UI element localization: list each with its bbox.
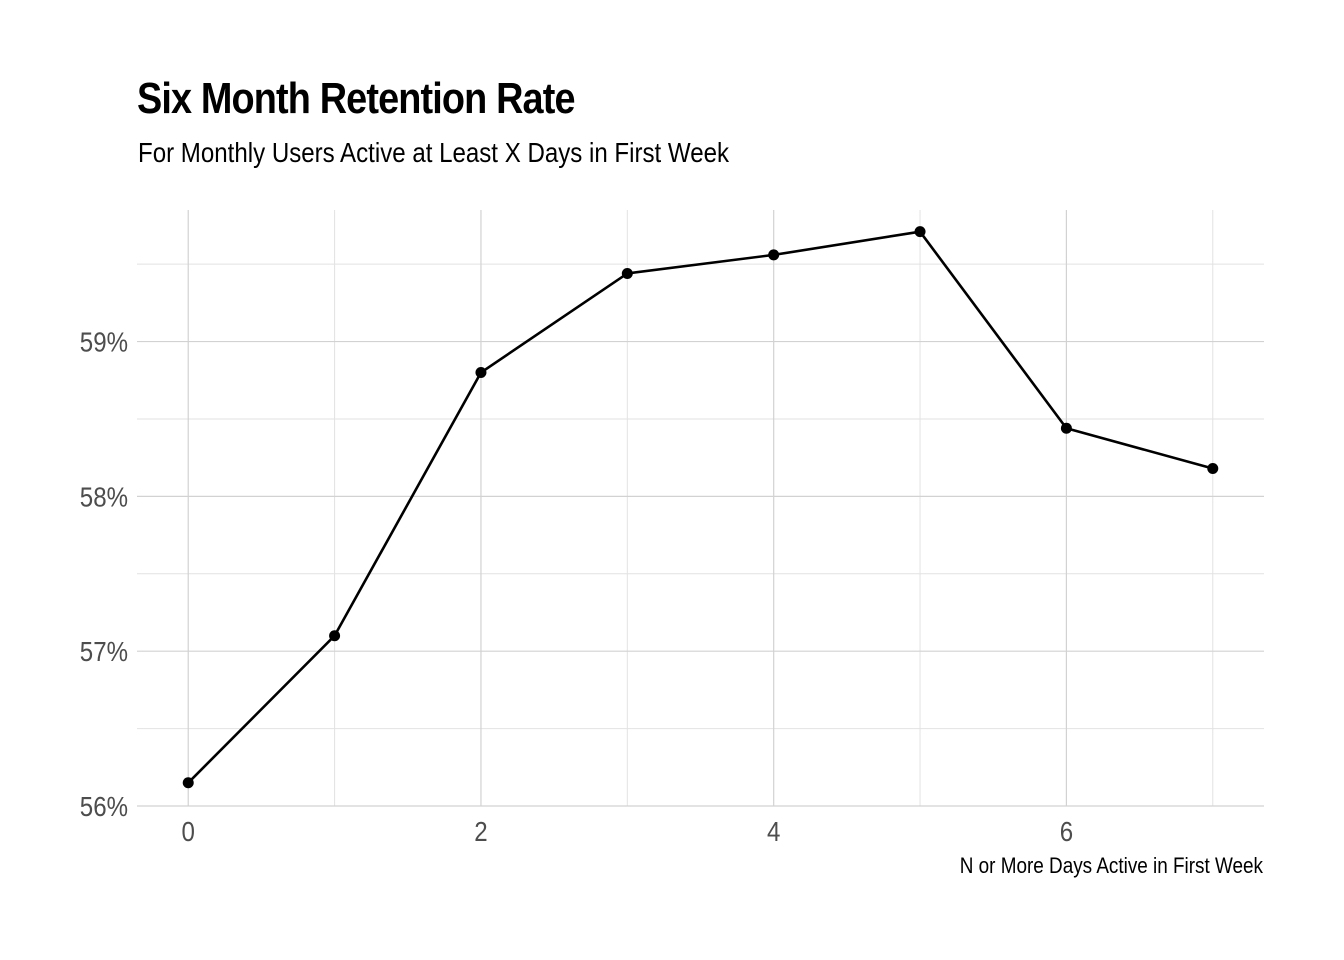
x-tick-label: 4 bbox=[767, 815, 780, 847]
x-axis-title: N or More Days Active in First Week bbox=[960, 854, 1264, 879]
data-point bbox=[1207, 463, 1219, 475]
y-tick-label: 59% bbox=[80, 326, 128, 358]
y-axis-tick-labels: 56% 57% 58% 59% bbox=[80, 326, 128, 823]
chart-subtitle: For Monthly Users Active at Least X Days… bbox=[138, 137, 730, 168]
y-tick-label: 57% bbox=[80, 635, 128, 667]
data-point bbox=[329, 630, 341, 642]
x-tick-label: 0 bbox=[182, 815, 195, 847]
y-tick-label: 58% bbox=[80, 481, 128, 513]
data-point bbox=[621, 267, 633, 279]
series-line bbox=[187, 230, 1214, 784]
x-tick-label: 2 bbox=[474, 815, 487, 847]
data-point bbox=[475, 367, 487, 379]
data-point bbox=[914, 226, 926, 238]
data-point bbox=[1060, 422, 1072, 434]
chart-title: Six Month Retention Rate bbox=[137, 74, 576, 123]
x-axis-tick-labels: 0 2 4 6 bbox=[182, 815, 1074, 847]
data-point bbox=[768, 249, 780, 261]
data-point bbox=[182, 777, 194, 789]
y-tick-label: 56% bbox=[80, 790, 128, 822]
retention-series bbox=[182, 226, 1219, 789]
x-tick-label: 6 bbox=[1060, 815, 1073, 847]
grid-lines bbox=[137, 210, 1264, 807]
